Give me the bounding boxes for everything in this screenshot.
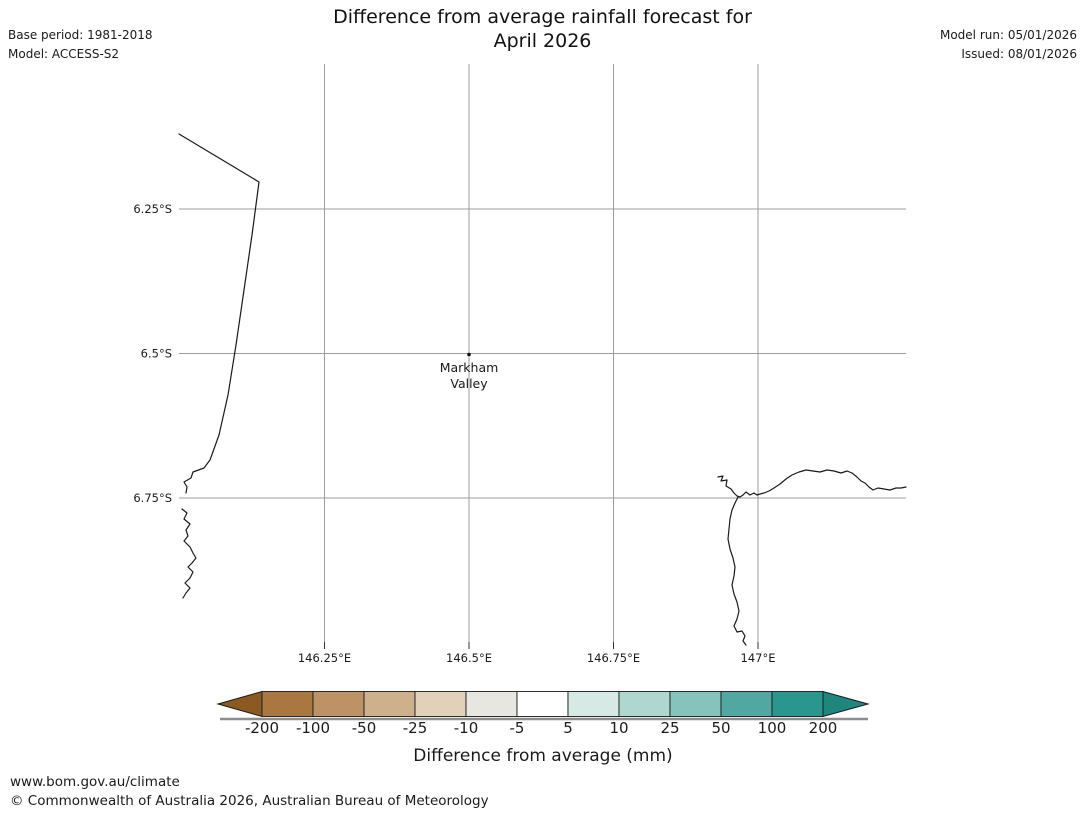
bom-url-text: www.bom.gov.au/climate <box>10 774 180 790</box>
colorbar-tick: 50 <box>711 719 730 737</box>
colorbar-segment <box>720 691 773 717</box>
copyright-text: © Commonwealth of Australia 2026, Austra… <box>10 793 489 809</box>
model-text: Model: ACCESS-S2 <box>8 46 120 61</box>
colorbar-tick: 10 <box>609 719 628 737</box>
colorbar-segment <box>567 691 620 717</box>
lon-label-146-75e: 146.75°E <box>587 651 640 665</box>
issued-text: Issued: 08/01/2026 <box>961 46 1077 61</box>
lon-label-146-25e: 146.25°E <box>298 651 351 665</box>
colorbar-segments <box>261 691 824 717</box>
lon-label-147e: 147°E <box>741 651 776 665</box>
base-period-text: Base period: 1981-2018 <box>8 28 153 42</box>
colorbar-tick: -50 <box>352 719 377 737</box>
model-run-text: Model run: 05/01/2026 <box>939 28 1077 42</box>
colorbar-segment <box>516 691 569 717</box>
coastline-southeast <box>727 496 747 646</box>
colorbar-under-arrow <box>216 690 263 718</box>
lon-label-146-5e: 146.5°E <box>446 651 492 665</box>
colorbar-segment <box>414 691 467 717</box>
latitude-gridlines <box>179 208 906 499</box>
coastline-northeast <box>717 469 907 498</box>
coastline-northwest <box>178 133 260 494</box>
colorbar-tick: -5 <box>510 719 525 737</box>
colorbar-segment <box>669 691 722 717</box>
title-line1: Difference from average rainfall forecas… <box>333 6 752 28</box>
colorbar-tick: -10 <box>454 719 479 737</box>
colorbar-tick: 25 <box>660 719 679 737</box>
colorbar-tick: 5 <box>563 719 573 737</box>
lat-label-6-5s: 6.5°S <box>141 347 172 361</box>
model-meta-right: Model run: 05/01/2026 Issued: 08/01/2026 <box>940 26 1077 63</box>
title-line2: April 2026 <box>493 30 592 52</box>
colorbar-over-arrow <box>822 690 870 718</box>
colorbar-tick: 200 <box>809 719 838 737</box>
colorbar-segment <box>771 691 824 717</box>
coastline-paths <box>178 133 907 646</box>
place-label-line2: Valley <box>450 376 488 391</box>
place-label-line1: Markham <box>440 360 499 375</box>
longitude-gridlines <box>324 64 759 642</box>
coastline-southwest <box>181 508 197 599</box>
page-title: Difference from average rainfall forecas… <box>0 5 1085 53</box>
colorbar: -200 -100 -50 -25 -10 -5 5 10 25 50 100 … <box>216 690 870 766</box>
colorbar-tick: -25 <box>403 719 428 737</box>
colorbar-tick: -100 <box>296 719 330 737</box>
markham-valley-marker-dot <box>467 352 471 357</box>
longitude-ticks <box>324 642 759 649</box>
colorbar-segment <box>465 691 518 717</box>
model-meta-left: Base period: 1981-2018 Model: ACCESS-S2 <box>8 26 153 63</box>
colorbar-tick-labels: -200 -100 -50 -25 -10 -5 5 10 25 50 100 … <box>245 719 837 737</box>
colorbar-title: Difference from average (mm) <box>413 746 672 766</box>
colorbar-segment <box>363 691 416 717</box>
colorbar-tick: 100 <box>758 719 787 737</box>
colorbar-segment <box>261 691 314 717</box>
lat-label-6-25s: 6.25°S <box>133 202 172 216</box>
lat-label-6-75s: 6.75°S <box>133 491 172 505</box>
colorbar-segment <box>312 691 365 717</box>
colorbar-segment <box>618 691 671 717</box>
colorbar-tick: -200 <box>245 719 279 737</box>
